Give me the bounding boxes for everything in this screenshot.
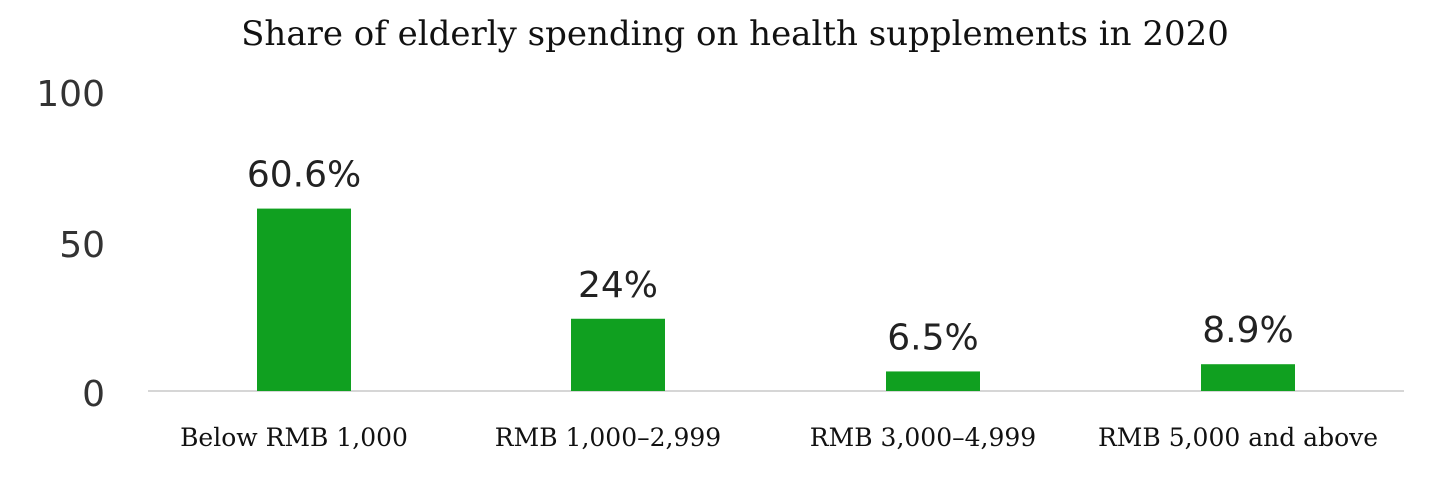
chart-title: Share of elderly spending on health supp… — [241, 14, 1229, 54]
category-labels: Below RMB 1,000 RMB 1,000–2,999 RMB 3,000–… — [180, 423, 1378, 452]
value-label-3: 8.9% — [1202, 310, 1293, 351]
bar-0 — [257, 208, 351, 391]
bar-2 — [886, 371, 980, 391]
value-labels: 60.6% 24% 6.5% 8.9% — [247, 155, 1294, 359]
y-axis: 0 50 100 — [36, 74, 105, 415]
y-tick-label-0: 0 — [82, 374, 105, 415]
y-tick-label-100: 100 — [36, 74, 105, 115]
value-label-0: 60.6% — [247, 155, 361, 196]
category-label-3: RMB 5,000 and above — [1098, 423, 1378, 452]
bar-3 — [1201, 364, 1295, 391]
y-tick-label-50: 50 — [59, 225, 105, 266]
category-label-2: RMB 3,000–4,999 — [810, 423, 1036, 452]
category-label-1: RMB 1,000–2,999 — [495, 423, 721, 452]
bars — [257, 208, 1295, 391]
value-label-2: 6.5% — [887, 317, 978, 358]
value-label-1: 24% — [578, 265, 658, 306]
category-label-0: Below RMB 1,000 — [180, 423, 408, 452]
bar-1 — [571, 318, 665, 391]
